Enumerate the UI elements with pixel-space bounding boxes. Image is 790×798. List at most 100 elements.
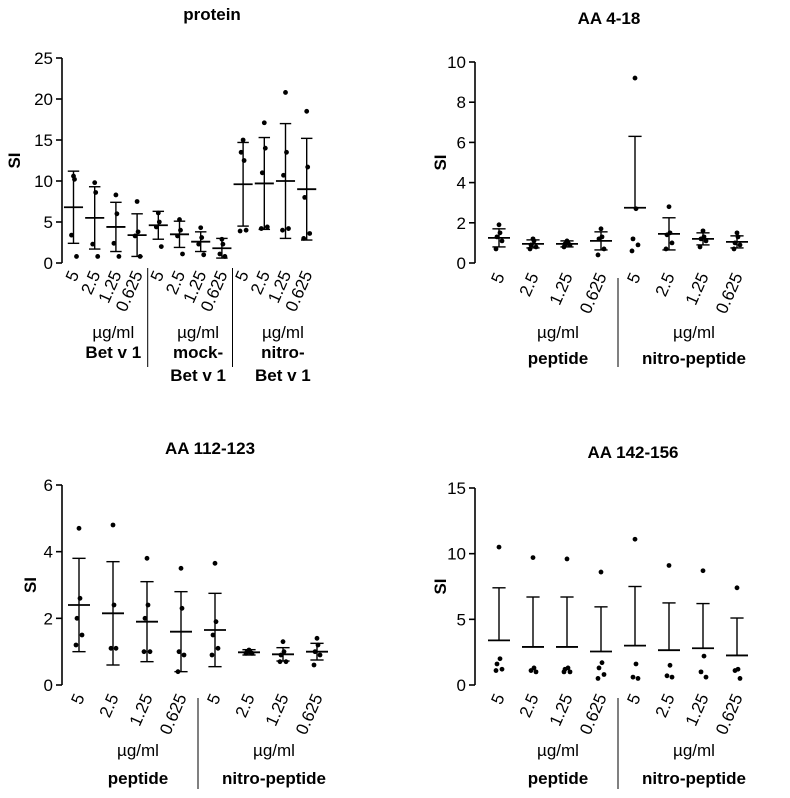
data-point	[561, 669, 567, 675]
data-point	[304, 108, 310, 114]
data-point	[113, 192, 119, 198]
data-point	[209, 652, 215, 658]
x-tick-label: 1.25	[682, 270, 713, 308]
data-point	[111, 240, 117, 246]
x-tick-label: 1.25	[682, 691, 713, 729]
data-point	[147, 649, 153, 655]
x-tick-label: 5	[623, 691, 644, 707]
group-label: Bet v 1	[170, 366, 226, 385]
y-tick-label: 6	[457, 133, 466, 152]
y-tick-label: 15	[34, 131, 53, 150]
data-point	[496, 544, 502, 550]
data-point	[669, 674, 675, 680]
x-tick-label: 2.5	[652, 691, 679, 720]
data-point	[630, 236, 636, 242]
data-point	[237, 228, 243, 234]
panel-title: AA 142-156	[587, 443, 678, 462]
data-point	[217, 251, 223, 257]
data-point	[700, 568, 706, 574]
y-tick-label: 2	[44, 609, 53, 628]
data-point	[73, 642, 79, 648]
data-point	[666, 563, 672, 568]
data-point	[499, 666, 505, 672]
group-label: Bet v 1	[85, 343, 141, 362]
x-tick-label: 2.5	[652, 270, 679, 299]
data-point	[258, 226, 264, 231]
data-point	[528, 668, 534, 673]
data-point	[108, 645, 114, 651]
panel-title: AA 4-18	[578, 9, 641, 28]
data-point	[92, 180, 98, 186]
data-point	[317, 652, 323, 658]
y-tick-label: 25	[34, 49, 53, 68]
data-point	[261, 120, 267, 126]
group-label: nitro-peptide	[642, 769, 746, 788]
x-tick-label: 0.625	[292, 691, 327, 738]
y-axis-label: SI	[431, 154, 450, 170]
data-point	[196, 241, 202, 247]
x-tick-label: 5	[487, 270, 508, 286]
data-point	[314, 635, 320, 641]
data-point	[180, 251, 185, 257]
data-point	[629, 248, 635, 254]
data-point	[595, 676, 601, 681]
x-tick-label: 0.625	[576, 691, 611, 738]
group-unit-label: µg/ml	[177, 323, 219, 342]
data-point	[134, 199, 140, 204]
data-point	[141, 649, 147, 655]
data-point	[499, 238, 505, 244]
data-point	[496, 222, 502, 228]
data-point	[698, 669, 704, 675]
data-point	[280, 639, 286, 645]
data-point	[497, 656, 503, 662]
y-tick-label: 15	[447, 479, 466, 498]
data-point	[667, 662, 673, 668]
x-tick-label: 1.25	[546, 691, 577, 729]
x-tick-label: 5	[203, 691, 224, 707]
x-tick-label: 0.625	[156, 691, 191, 738]
y-tick-label: 0	[457, 254, 466, 273]
x-tick-label: 1.25	[262, 691, 293, 729]
data-point	[178, 565, 184, 571]
data-point	[666, 204, 672, 210]
group-label: nitro-peptide	[642, 349, 746, 368]
y-tick-label: 4	[44, 543, 53, 562]
data-point	[632, 536, 638, 542]
data-point	[176, 649, 182, 655]
y-tick-label: 0	[44, 676, 53, 695]
x-tick-label: 0.625	[576, 270, 611, 317]
data-point	[212, 560, 218, 566]
group-label: peptide	[528, 349, 588, 368]
group-unit-label: µg/ml	[117, 741, 159, 760]
data-point	[630, 674, 636, 680]
y-tick-label: 5	[457, 610, 466, 629]
group-label: peptide	[108, 769, 168, 788]
data-point	[302, 195, 308, 200]
data-point	[664, 673, 670, 679]
data-point	[74, 615, 80, 621]
data-point	[595, 252, 601, 258]
y-axis-label: SI	[21, 577, 40, 593]
x-tick-label: 1.25	[546, 270, 577, 308]
data-point	[90, 241, 96, 247]
y-axis-label: SI	[431, 578, 450, 594]
data-point	[144, 555, 150, 561]
data-point	[210, 632, 216, 638]
data-point	[238, 149, 244, 155]
data-point	[69, 232, 74, 238]
y-tick-label: 2	[457, 214, 466, 233]
data-point	[74, 254, 79, 259]
data-point	[198, 225, 204, 231]
data-point	[181, 652, 187, 658]
x-tick-label: 2.5	[516, 691, 543, 720]
data-point	[142, 615, 148, 621]
data-point	[259, 170, 265, 176]
data-point	[158, 244, 164, 250]
data-point	[633, 661, 639, 667]
data-point	[95, 254, 101, 259]
data-point	[669, 240, 675, 246]
data-point	[240, 137, 246, 143]
